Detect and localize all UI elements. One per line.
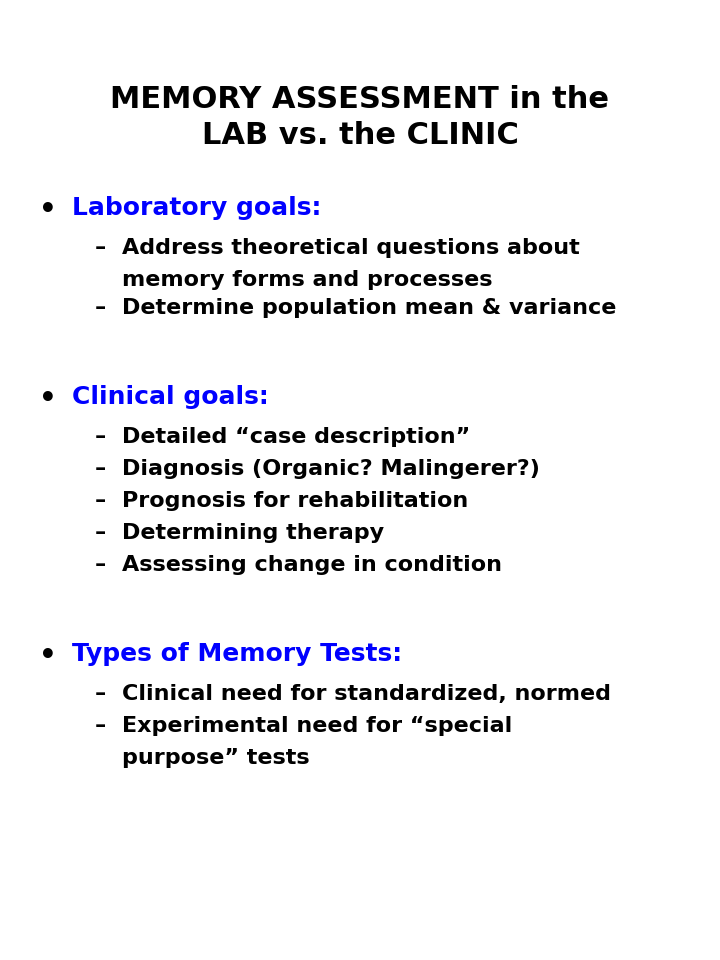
Text: Experimental need for “special: Experimental need for “special — [122, 716, 512, 736]
Text: •: • — [39, 196, 57, 224]
Text: –: – — [94, 491, 106, 511]
Text: Determining therapy: Determining therapy — [122, 523, 384, 543]
Text: –: – — [94, 459, 106, 479]
Text: –: – — [94, 684, 106, 704]
Text: Address theoretical questions about: Address theoretical questions about — [122, 238, 580, 258]
Text: Clinical goals:: Clinical goals: — [72, 385, 269, 409]
Text: –: – — [94, 716, 106, 736]
Text: •: • — [39, 642, 57, 670]
Text: –: – — [94, 298, 106, 318]
Text: –: – — [94, 238, 106, 258]
Text: Clinical need for standardized, normed: Clinical need for standardized, normed — [122, 684, 611, 704]
Text: –: – — [94, 523, 106, 543]
Text: Assessing change in condition: Assessing change in condition — [122, 555, 502, 575]
Text: –: – — [94, 555, 106, 575]
Text: LAB vs. the CLINIC: LAB vs. the CLINIC — [202, 121, 518, 150]
Text: –: – — [94, 427, 106, 447]
Text: Laboratory goals:: Laboratory goals: — [72, 196, 321, 220]
Text: Diagnosis (Organic? Malingerer?): Diagnosis (Organic? Malingerer?) — [122, 459, 540, 479]
Text: Types of Memory Tests:: Types of Memory Tests: — [72, 642, 402, 666]
Text: MEMORY ASSESSMENT in the: MEMORY ASSESSMENT in the — [110, 85, 610, 114]
Text: Determine population mean & variance: Determine population mean & variance — [122, 298, 616, 318]
Text: Detailed “case description”: Detailed “case description” — [122, 427, 470, 447]
Text: Prognosis for rehabilitation: Prognosis for rehabilitation — [122, 491, 468, 511]
Text: purpose” tests: purpose” tests — [122, 748, 310, 768]
Text: memory forms and processes: memory forms and processes — [122, 270, 492, 290]
Text: •: • — [39, 385, 57, 413]
